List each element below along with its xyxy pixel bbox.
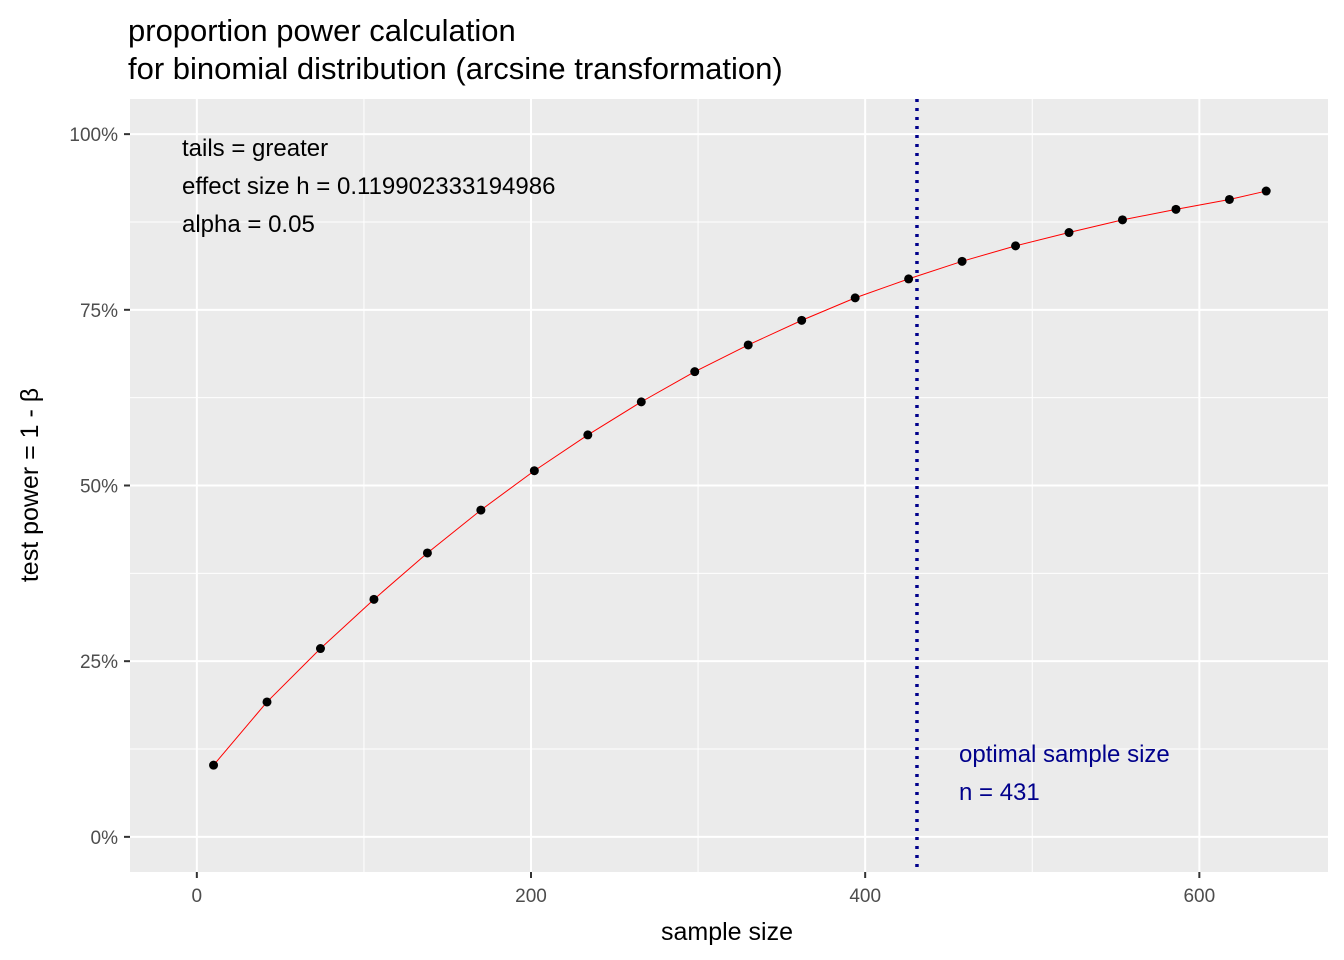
data-point [1011, 241, 1021, 251]
x-tick-label: 600 [1183, 886, 1215, 907]
data-point [369, 594, 379, 604]
y-tick-label: 25% [80, 652, 118, 673]
data-point [1117, 215, 1127, 225]
data-point [262, 697, 272, 707]
x-tick-label: 200 [515, 886, 547, 907]
data-point [904, 274, 914, 284]
y-tick-label: 100% [69, 125, 118, 146]
data-point [1064, 228, 1074, 238]
annotation-tails: tails = greater [182, 135, 328, 162]
data-point [690, 367, 700, 377]
data-point [209, 760, 219, 770]
data-point [743, 340, 753, 350]
data-point [797, 315, 807, 325]
data-point [422, 548, 432, 558]
data-point [850, 293, 860, 303]
annotation-optimal-n: n = 431 [959, 779, 1040, 806]
data-point [529, 466, 539, 476]
chart-title-line-2: for binomial distribution (arcsine trans… [128, 51, 783, 86]
x-tick-label: 0 [192, 886, 203, 907]
grid-major [130, 99, 1328, 872]
data-point [583, 430, 593, 440]
y-tick-label: 50% [80, 477, 118, 498]
data-point [636, 397, 646, 407]
params-annotation: tails = greater effect size h = 0.119902… [182, 135, 555, 238]
data-layer [209, 99, 1271, 872]
data-point [957, 256, 967, 266]
y-axis: 0% 25% 50% 75% 100% [69, 125, 130, 849]
annotation-effect-size: effect size h = 0.119902333194986 [182, 173, 555, 200]
data-point [1261, 186, 1271, 196]
annotation-alpha: alpha = 0.05 [182, 211, 315, 238]
x-axis: 0 200 400 600 [192, 872, 1215, 907]
optimal-annotation: optimal sample size n = 431 [959, 741, 1170, 806]
annotation-optimal-label: optimal sample size [959, 741, 1170, 768]
y-axis-label: test power = 1 - β [16, 388, 44, 582]
chart-title-line-1: proportion power calculation [128, 13, 516, 48]
y-tick-label: 0% [91, 828, 119, 849]
data-point [476, 505, 486, 515]
y-tick-label: 75% [80, 301, 118, 322]
x-axis-label: sample size [661, 918, 793, 946]
data-point [315, 644, 325, 654]
x-tick-label: 400 [849, 886, 881, 907]
data-point [1224, 194, 1234, 204]
data-point [1171, 204, 1181, 214]
